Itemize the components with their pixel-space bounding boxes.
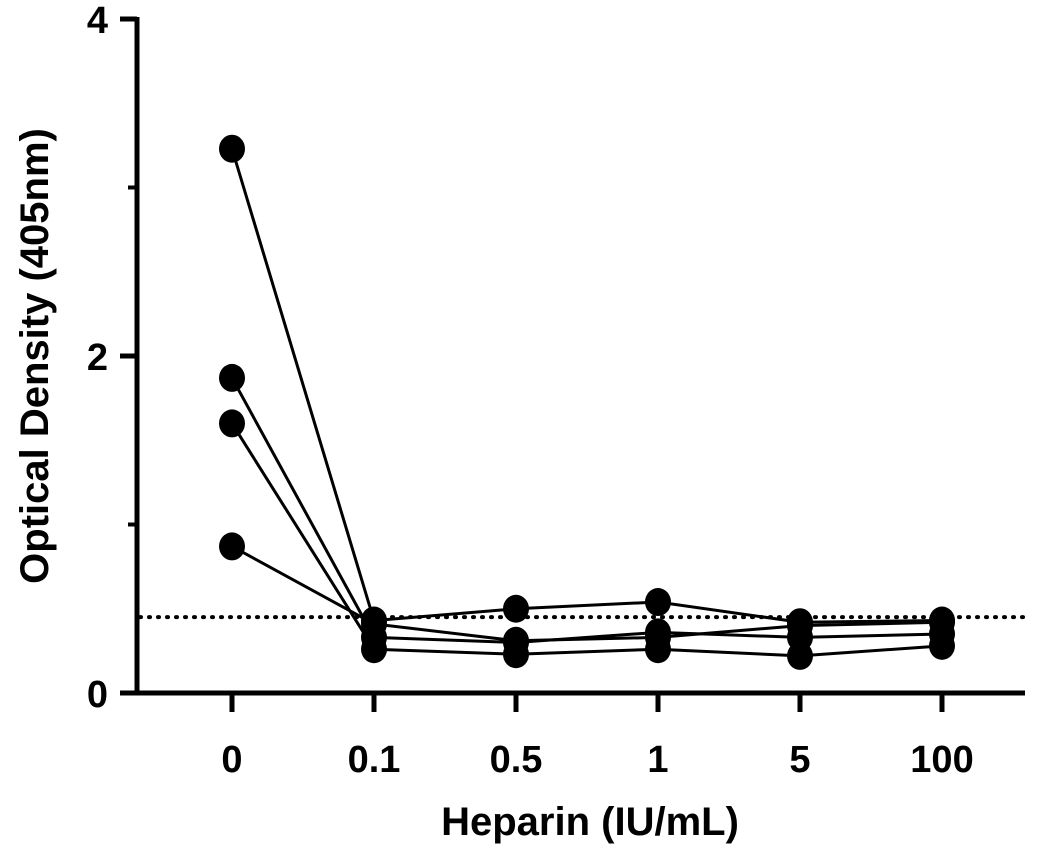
y-tick-label: 2 <box>87 337 108 379</box>
data-point <box>929 631 955 660</box>
series-sample-1 <box>219 134 955 637</box>
y-tick-label: 0 <box>87 674 108 716</box>
x-ticks: 0 0.1 0.5 1 5 100 <box>221 693 974 781</box>
data-point <box>645 588 671 617</box>
x-tick-label: 0.5 <box>490 739 543 781</box>
x-tick-label: 5 <box>789 739 810 781</box>
y-tick-label: 4 <box>87 0 108 42</box>
series-line <box>231 545 943 643</box>
series-sample-2 <box>219 363 955 657</box>
data-point <box>361 635 387 664</box>
data-point <box>219 532 245 561</box>
data-point <box>503 594 529 623</box>
data-point <box>361 609 387 638</box>
x-tick-label: 100 <box>910 739 973 781</box>
data-point <box>787 641 813 670</box>
series-line <box>230 377 943 644</box>
series-line <box>230 148 943 624</box>
x-tick-label: 0.1 <box>348 739 401 781</box>
series-group <box>219 134 955 670</box>
data-point <box>503 626 529 655</box>
x-tick-label: 0 <box>221 739 242 781</box>
series-sample-4 <box>219 532 955 655</box>
y-axis-label: Optical Density (405nm) <box>13 128 57 584</box>
series-sample-3 <box>219 409 955 670</box>
y-ticks: 0 2 4 <box>87 0 137 716</box>
data-point <box>219 363 245 392</box>
data-point <box>787 611 813 640</box>
data-point <box>219 409 245 438</box>
x-tick-label: 1 <box>647 739 668 781</box>
data-point <box>645 623 671 652</box>
x-axis-label: Heparin (IU/mL) <box>441 800 739 844</box>
data-point <box>929 608 955 637</box>
data-point <box>219 134 245 163</box>
